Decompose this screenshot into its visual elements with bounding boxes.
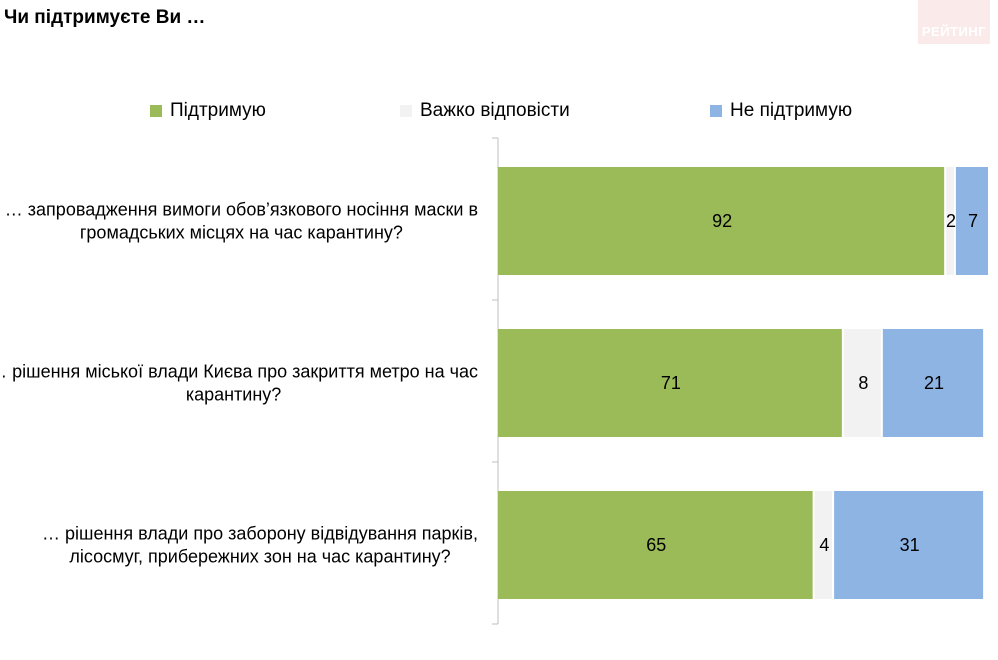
legend-swatch-hard-to-say [400,105,412,117]
data-label: 65 [646,535,666,555]
data-label: 7 [968,211,978,231]
data-label: 8 [858,373,868,393]
data-label: 2 [946,211,956,231]
data-label: 71 [661,373,681,393]
legend-label-hard-to-say: Важко відповісти [420,100,570,121]
data-label: 31 [900,535,920,555]
category-label: громадських місцях на час карантину? [80,223,403,243]
legend-swatch-support [150,105,162,117]
bar-segment [498,167,945,275]
bar-segment [882,329,984,437]
legend-item-hard-to-say: Важко відповісти [400,100,570,122]
bar-segment [955,167,988,275]
bar-segment [946,167,954,275]
data-label: 21 [924,373,944,393]
category-label: … рішення влади про заборону відвідуванн… [42,524,478,544]
brand-logo: РЕЙТИНГ [918,0,990,44]
bar-segment [843,329,881,437]
logo-text: РЕЙТИНГ [921,24,987,39]
data-label: 4 [819,535,829,555]
category-label: лісосмуг, прибережних зон на час каранти… [69,547,450,567]
data-label: 92 [712,211,732,231]
category-label: … запровадження вимоги обов’язкового нос… [5,200,478,220]
chart-title: Чи підтримуєте Ви … [4,7,206,28]
bar-segment [498,329,842,437]
category-label: карантину? [186,385,282,405]
legend-item-not-support: Не підтримую [710,100,852,122]
legend-label-not-support: Не підтримую [730,100,853,121]
legend-swatch-not-support [710,105,722,117]
legend-label-support: Підтримую [170,100,266,121]
bar-segment [834,491,984,599]
bar-segment [498,491,813,599]
bar-segment [814,491,833,599]
category-label: … рішення міської влади Києва про закрит… [0,362,478,382]
legend-item-support: Підтримую [150,100,266,122]
